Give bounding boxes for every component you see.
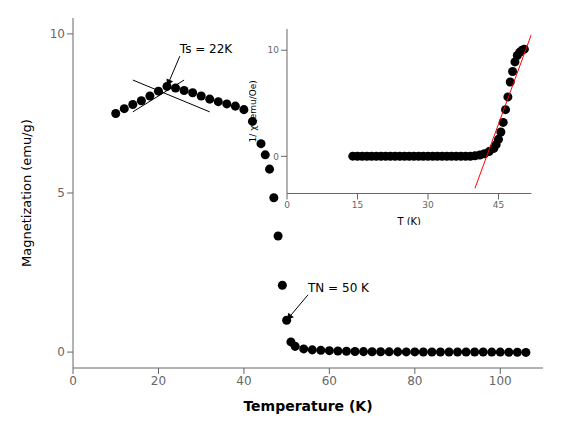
svg-text:45: 45 bbox=[493, 199, 504, 209]
svg-text:10: 10 bbox=[50, 27, 65, 41]
svg-text:T (K): T (K) bbox=[396, 216, 421, 225]
svg-text:Ts = 22K: Ts = 22K bbox=[179, 42, 234, 56]
svg-text:60: 60 bbox=[322, 374, 337, 388]
svg-text:1/ χ (emu/Oe): 1/ χ (emu/Oe) bbox=[249, 80, 258, 142]
svg-text:30: 30 bbox=[422, 199, 434, 209]
svg-text:0: 0 bbox=[284, 199, 290, 209]
svg-text:0: 0 bbox=[273, 151, 279, 161]
svg-text:TN = 50 K: TN = 50 K bbox=[307, 281, 370, 295]
svg-text:0: 0 bbox=[69, 374, 77, 388]
svg-text:Magnetization (emu/g): Magnetization (emu/g) bbox=[19, 119, 34, 267]
svg-text:10: 10 bbox=[267, 45, 279, 55]
svg-text:100: 100 bbox=[489, 374, 512, 388]
svg-text:20: 20 bbox=[151, 374, 166, 388]
svg-text:80: 80 bbox=[407, 374, 422, 388]
svg-text:0: 0 bbox=[57, 345, 65, 359]
svg-text:Temperature (K): Temperature (K) bbox=[243, 398, 372, 414]
svg-text:15: 15 bbox=[352, 199, 363, 209]
svg-text:40: 40 bbox=[236, 374, 251, 388]
svg-text:5: 5 bbox=[57, 186, 65, 200]
